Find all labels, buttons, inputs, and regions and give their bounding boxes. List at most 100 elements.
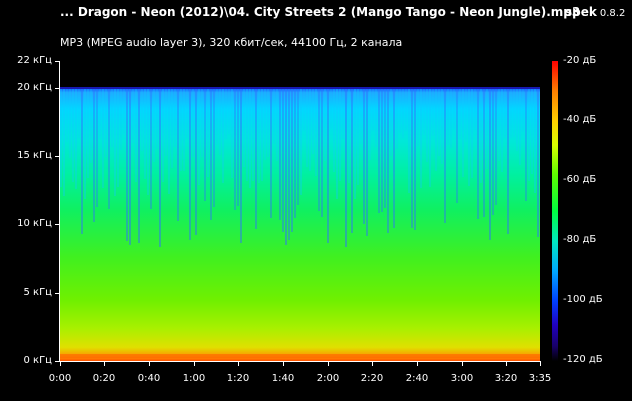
time-label: 0:00 [48, 373, 72, 384]
spectrogram-streak [135, 89, 137, 182]
db-colorbar [552, 61, 558, 361]
spectrogram-streak [348, 89, 350, 183]
spectrogram-streak [423, 89, 425, 135]
time-tick [328, 362, 329, 366]
spectrogram-streak [465, 89, 467, 142]
spectrogram-streak [102, 89, 104, 188]
spectrogram-streak [366, 89, 368, 236]
spectrogram-streak [261, 89, 263, 181]
spectrogram-streak [318, 89, 320, 211]
spectrogram-streak [114, 89, 116, 196]
spectrogram-streak [492, 89, 494, 215]
spectrogram-streak [252, 89, 254, 181]
spectrogram-streak [429, 89, 431, 187]
time-tick [372, 362, 373, 366]
spectrogram-streak [321, 89, 323, 217]
db-label: -100 дБ [563, 294, 603, 305]
freq-tick [55, 361, 59, 362]
spectrogram-streak [534, 89, 536, 193]
freq-tick [55, 156, 59, 157]
spectrogram-streak [189, 89, 191, 240]
spectrogram-streak [351, 89, 353, 233]
spectrogram-streak [132, 89, 134, 143]
time-label: 0:40 [137, 373, 161, 384]
spectrogram-streak [375, 89, 377, 147]
spectrogram-streak [207, 89, 209, 177]
spectrogram-streak [240, 89, 242, 243]
db-label: -40 дБ [563, 114, 597, 125]
spectrogram-streak [435, 89, 437, 171]
spectrogram-streak [297, 89, 299, 205]
spectrogram-streak [66, 89, 68, 142]
time-tick [417, 362, 418, 366]
spectrogram-streak [282, 89, 284, 232]
spectrogram-streak [213, 89, 215, 207]
spectrogram-streak [294, 89, 296, 218]
time-tick [60, 362, 61, 366]
time-tick [104, 362, 105, 366]
spectrogram-streak [228, 89, 230, 134]
spectrogram-streak [438, 89, 440, 156]
spectrogram-streak [75, 89, 77, 189]
spectrogram-streak [312, 89, 314, 154]
spectrogram-streak [219, 89, 221, 155]
spectrogram-streak [441, 89, 443, 164]
spectrogram-streak [216, 89, 218, 145]
spectrogram-streak [303, 89, 305, 131]
time-tick [462, 362, 463, 366]
spectrogram-streak [81, 89, 83, 234]
spectrogram-streak [369, 89, 371, 160]
spectrogram-streak [96, 89, 98, 207]
spectrogram-streak [129, 89, 131, 245]
spectrogram-streak [309, 89, 311, 171]
spectrogram-streak [258, 89, 260, 183]
spectrogram-streak [462, 89, 464, 177]
spectrogram-streak [159, 89, 161, 247]
spectrogram-streak [90, 89, 92, 163]
spectrogram-streak [339, 89, 341, 181]
spectrogram-streak [264, 89, 266, 160]
spectrogram-streak [144, 89, 146, 179]
spectrogram-streak [177, 89, 179, 221]
spectrogram-streak [111, 89, 113, 147]
spectrogram-streak [486, 89, 488, 169]
spectrogram-streak [291, 89, 293, 232]
spectrogram-streak [267, 89, 269, 157]
spectrogram-streak [531, 89, 533, 174]
spectrogram-streak [483, 89, 485, 217]
spectrogram-streak [123, 89, 125, 135]
freq-tick [55, 293, 59, 294]
spectrogram-streak [411, 89, 413, 228]
spectrogram-streak [405, 89, 407, 131]
spectrogram-streak [537, 89, 539, 237]
spectrogram-streak [528, 89, 530, 181]
spectrogram-streak [186, 89, 188, 138]
time-axis-line [59, 361, 541, 362]
spectrogram-streak [222, 89, 224, 183]
time-tick [149, 362, 150, 366]
spectrogram-streak [390, 89, 392, 156]
spectrogram-streak [336, 89, 338, 199]
spectrogram-streak [393, 89, 395, 228]
spectrogram-streaks [60, 89, 540, 358]
spectrogram-streak [333, 89, 335, 172]
freq-tick [55, 88, 59, 89]
spectrogram-streak [60, 89, 62, 187]
db-label: -80 дБ [563, 234, 597, 245]
spectrogram-streak [342, 89, 344, 139]
spectrogram-streak [150, 89, 152, 209]
spectrogram-streak [183, 89, 185, 171]
spectrogram-streak [234, 89, 236, 210]
spectrogram-edge [60, 87, 540, 89]
time-label: 0:20 [92, 373, 116, 384]
spectrogram-streak [417, 89, 419, 146]
spectrogram-streak [513, 89, 515, 137]
spectrogram [60, 61, 540, 361]
spectrogram-streak [414, 89, 416, 230]
spectrogram-streak [522, 89, 524, 132]
spectrogram-streak [315, 89, 317, 176]
freq-label-0: 0 кГц [23, 355, 53, 366]
spectrogram-streak [195, 89, 197, 235]
spectrogram-streak [156, 89, 158, 149]
spectrogram-streak [180, 89, 182, 171]
